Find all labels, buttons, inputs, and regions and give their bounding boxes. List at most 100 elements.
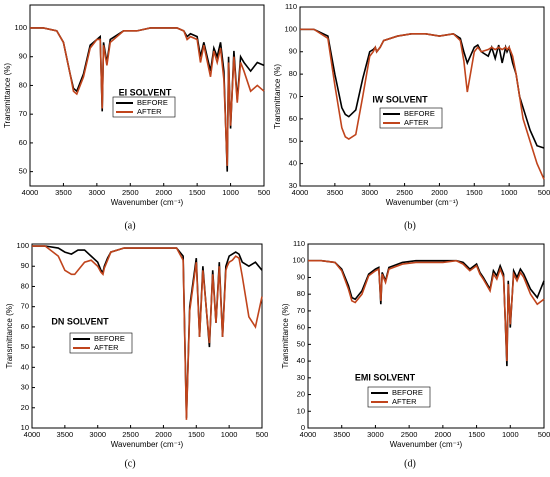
caption: (c) bbox=[124, 458, 135, 469]
annotation: IW SOLVENT bbox=[372, 94, 428, 104]
y-tick-label: 80 bbox=[21, 281, 29, 290]
x-tick-label: 2500 bbox=[396, 188, 413, 197]
y-tick-label: 50 bbox=[19, 167, 27, 176]
x-tick-label: 3000 bbox=[89, 430, 106, 439]
x-tick-label: 500 bbox=[538, 188, 550, 197]
legend-label: BEFORE bbox=[392, 388, 423, 397]
y-tick-label: 60 bbox=[21, 322, 29, 331]
legend-label: BEFORE bbox=[94, 334, 125, 343]
x-tick-label: 1000 bbox=[221, 430, 238, 439]
y-tick-label: 110 bbox=[293, 239, 305, 248]
y-tick-label: 30 bbox=[289, 181, 297, 190]
series-line bbox=[32, 245, 263, 420]
y-tick-label: 30 bbox=[21, 383, 29, 392]
x-tick-label: 1000 bbox=[502, 430, 519, 439]
y-tick-label: 60 bbox=[297, 323, 305, 332]
y-tick-label: 10 bbox=[297, 406, 305, 415]
series-line bbox=[32, 245, 263, 418]
x-tick-label: 2500 bbox=[122, 430, 139, 439]
x-tick-label: 1000 bbox=[222, 188, 239, 197]
x-tick-label: 3500 bbox=[327, 188, 344, 197]
x-tick-label: 500 bbox=[538, 430, 550, 439]
x-tick-label: 500 bbox=[256, 430, 269, 439]
x-tick-label: 4000 bbox=[300, 430, 317, 439]
x-tick-label: 3500 bbox=[55, 188, 72, 197]
y-axis-label: Transmittance (%) bbox=[5, 303, 14, 368]
x-tick-label: 2000 bbox=[431, 188, 448, 197]
x-tick-label: 2500 bbox=[122, 188, 139, 197]
series-line bbox=[30, 27, 265, 166]
legend-label: AFTER bbox=[137, 107, 162, 116]
x-tick-label: 1000 bbox=[501, 188, 518, 197]
x-tick-label: 1500 bbox=[466, 188, 483, 197]
caption: (b) bbox=[404, 220, 416, 231]
y-tick-label: 110 bbox=[285, 2, 297, 11]
y-axis-label: Transmittance (%) bbox=[3, 63, 12, 128]
annotation: EI SOLVENT bbox=[119, 87, 172, 97]
y-tick-label: 100 bbox=[14, 23, 27, 32]
x-axis-label: Wavenumber (cm⁻¹) bbox=[111, 440, 184, 449]
y-tick-label: 90 bbox=[19, 52, 27, 61]
annotation: DN SOLVENT bbox=[51, 316, 109, 326]
y-tick-label: 90 bbox=[21, 261, 29, 270]
series-line bbox=[308, 259, 545, 362]
series-line bbox=[300, 28, 545, 149]
y-tick-label: 30 bbox=[297, 373, 305, 382]
series-line bbox=[300, 28, 545, 180]
y-tick-label: 90 bbox=[289, 47, 297, 56]
y-tick-label: 40 bbox=[289, 159, 297, 168]
plot-frame bbox=[307, 243, 545, 429]
y-tick-label: 60 bbox=[289, 114, 297, 123]
y-tick-label: 100 bbox=[292, 256, 305, 265]
x-tick-label: 3000 bbox=[361, 188, 378, 197]
annotation: EMI SOLVENT bbox=[355, 372, 416, 382]
y-tick-label: 40 bbox=[297, 356, 305, 365]
y-tick-label: 60 bbox=[19, 138, 27, 147]
plot-frame bbox=[29, 4, 265, 187]
x-tick-label: 2000 bbox=[155, 188, 172, 197]
y-tick-label: 70 bbox=[289, 91, 297, 100]
x-tick-label: 2000 bbox=[155, 430, 172, 439]
x-axis-label: Wavenumber (cm⁻¹) bbox=[111, 198, 184, 207]
y-tick-label: 50 bbox=[289, 136, 297, 145]
legend-label: AFTER bbox=[94, 343, 119, 352]
legend-label: AFTER bbox=[392, 397, 417, 406]
x-tick-label: 1500 bbox=[189, 188, 206, 197]
x-tick-label: 1500 bbox=[468, 430, 485, 439]
y-tick-label: 80 bbox=[19, 80, 27, 89]
caption: (a) bbox=[124, 220, 135, 231]
x-tick-label: 1500 bbox=[188, 430, 205, 439]
x-tick-label: 4000 bbox=[292, 188, 309, 197]
y-tick-label: 50 bbox=[297, 339, 305, 348]
x-tick-label: 500 bbox=[258, 188, 271, 197]
y-tick-label: 70 bbox=[297, 306, 305, 315]
y-tick-label: 20 bbox=[21, 403, 29, 412]
x-tick-label: 2500 bbox=[401, 430, 418, 439]
x-tick-label: 3000 bbox=[89, 188, 106, 197]
y-tick-label: 40 bbox=[21, 362, 29, 371]
y-tick-label: 70 bbox=[19, 109, 27, 118]
x-tick-label: 2000 bbox=[435, 430, 452, 439]
caption: (d) bbox=[404, 458, 416, 469]
y-tick-label: 0 bbox=[301, 423, 305, 432]
y-tick-label: 70 bbox=[21, 302, 29, 311]
x-tick-label: 3000 bbox=[367, 430, 384, 439]
x-axis-label: Wavenumber (cm⁻¹) bbox=[390, 440, 463, 449]
x-axis-label: Wavenumber (cm⁻¹) bbox=[386, 198, 459, 207]
y-axis-label: Transmittance (%) bbox=[273, 64, 282, 129]
y-tick-label: 10 bbox=[21, 423, 29, 432]
x-tick-label: 3500 bbox=[57, 430, 74, 439]
y-tick-label: 100 bbox=[16, 241, 29, 250]
y-tick-label: 80 bbox=[297, 289, 305, 298]
x-tick-label: 4000 bbox=[24, 430, 41, 439]
x-tick-label: 3500 bbox=[333, 430, 350, 439]
y-axis-label: Transmittance (%) bbox=[281, 303, 290, 368]
plot-frame bbox=[31, 243, 263, 429]
legend-label: BEFORE bbox=[137, 98, 168, 107]
legend-label: AFTER bbox=[404, 118, 429, 127]
legend-label: BEFORE bbox=[404, 109, 435, 118]
y-tick-label: 90 bbox=[297, 272, 305, 281]
y-tick-label: 20 bbox=[297, 390, 305, 399]
y-tick-label: 50 bbox=[21, 342, 29, 351]
